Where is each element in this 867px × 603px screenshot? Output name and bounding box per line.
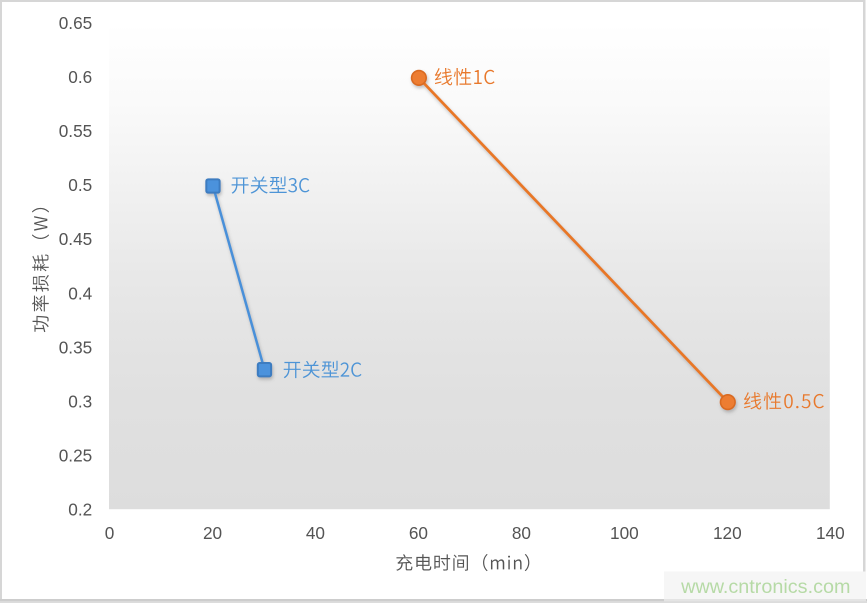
- svg-text:0.6: 0.6: [68, 67, 92, 87]
- svg-text:0: 0: [105, 523, 115, 543]
- svg-text:0.5: 0.5: [68, 175, 92, 195]
- svg-text:140: 140: [816, 523, 845, 543]
- svg-text:www.cntronics.com: www.cntronics.com: [680, 576, 850, 598]
- svg-text:0.55: 0.55: [59, 121, 92, 141]
- svg-text:20: 20: [203, 523, 222, 543]
- svg-text:60: 60: [409, 523, 428, 543]
- svg-text:80: 80: [512, 523, 531, 543]
- svg-text:0.25: 0.25: [59, 445, 92, 465]
- svg-text:0.2: 0.2: [68, 499, 92, 519]
- svg-text:0.65: 0.65: [59, 13, 92, 33]
- svg-text:0.3: 0.3: [68, 391, 92, 411]
- svg-text:0.35: 0.35: [59, 337, 92, 357]
- svg-text:0.4: 0.4: [68, 283, 92, 303]
- svg-text:120: 120: [713, 523, 742, 543]
- svg-text:40: 40: [306, 523, 325, 543]
- svg-text:0.45: 0.45: [59, 229, 92, 249]
- svg-text:100: 100: [610, 523, 639, 543]
